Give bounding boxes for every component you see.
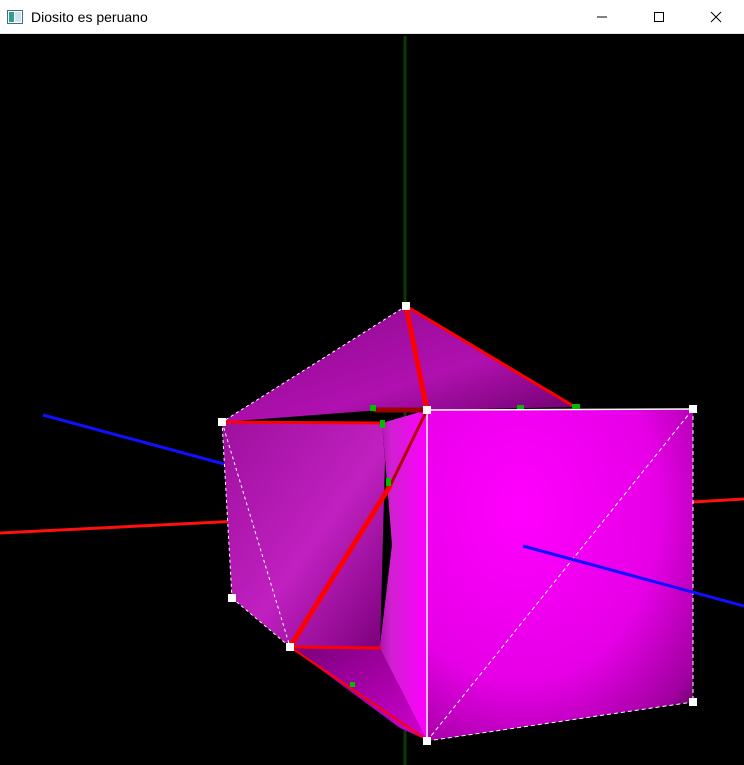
z-axis-line-front bbox=[522, 544, 744, 608]
highlighted-edges bbox=[220, 303, 577, 741]
x-axis-line-right bbox=[692, 497, 744, 504]
top-face bbox=[222, 306, 575, 422]
scene-canvas bbox=[0, 36, 744, 765]
z-axis-line bbox=[42, 413, 225, 466]
vertex-markers[interactable] bbox=[218, 302, 697, 745]
close-icon bbox=[710, 11, 722, 23]
polyhedron-edges bbox=[221, 305, 694, 742]
x-axis-line bbox=[0, 519, 241, 535]
3d-viewport[interactable] bbox=[0, 34, 744, 765]
control-point-markers bbox=[350, 404, 580, 687]
window-controls bbox=[573, 0, 744, 34]
maximize-icon bbox=[653, 11, 665, 23]
window-title: Diosito es peruano bbox=[31, 8, 148, 25]
title-bar[interactable]: Diosito es peruano bbox=[0, 0, 744, 34]
minimize-button[interactable] bbox=[573, 0, 630, 34]
left-face bbox=[222, 422, 385, 648]
app-window-icon bbox=[7, 9, 23, 25]
close-button[interactable] bbox=[687, 0, 744, 34]
minimize-icon bbox=[596, 11, 608, 23]
maximize-button[interactable] bbox=[630, 0, 687, 34]
